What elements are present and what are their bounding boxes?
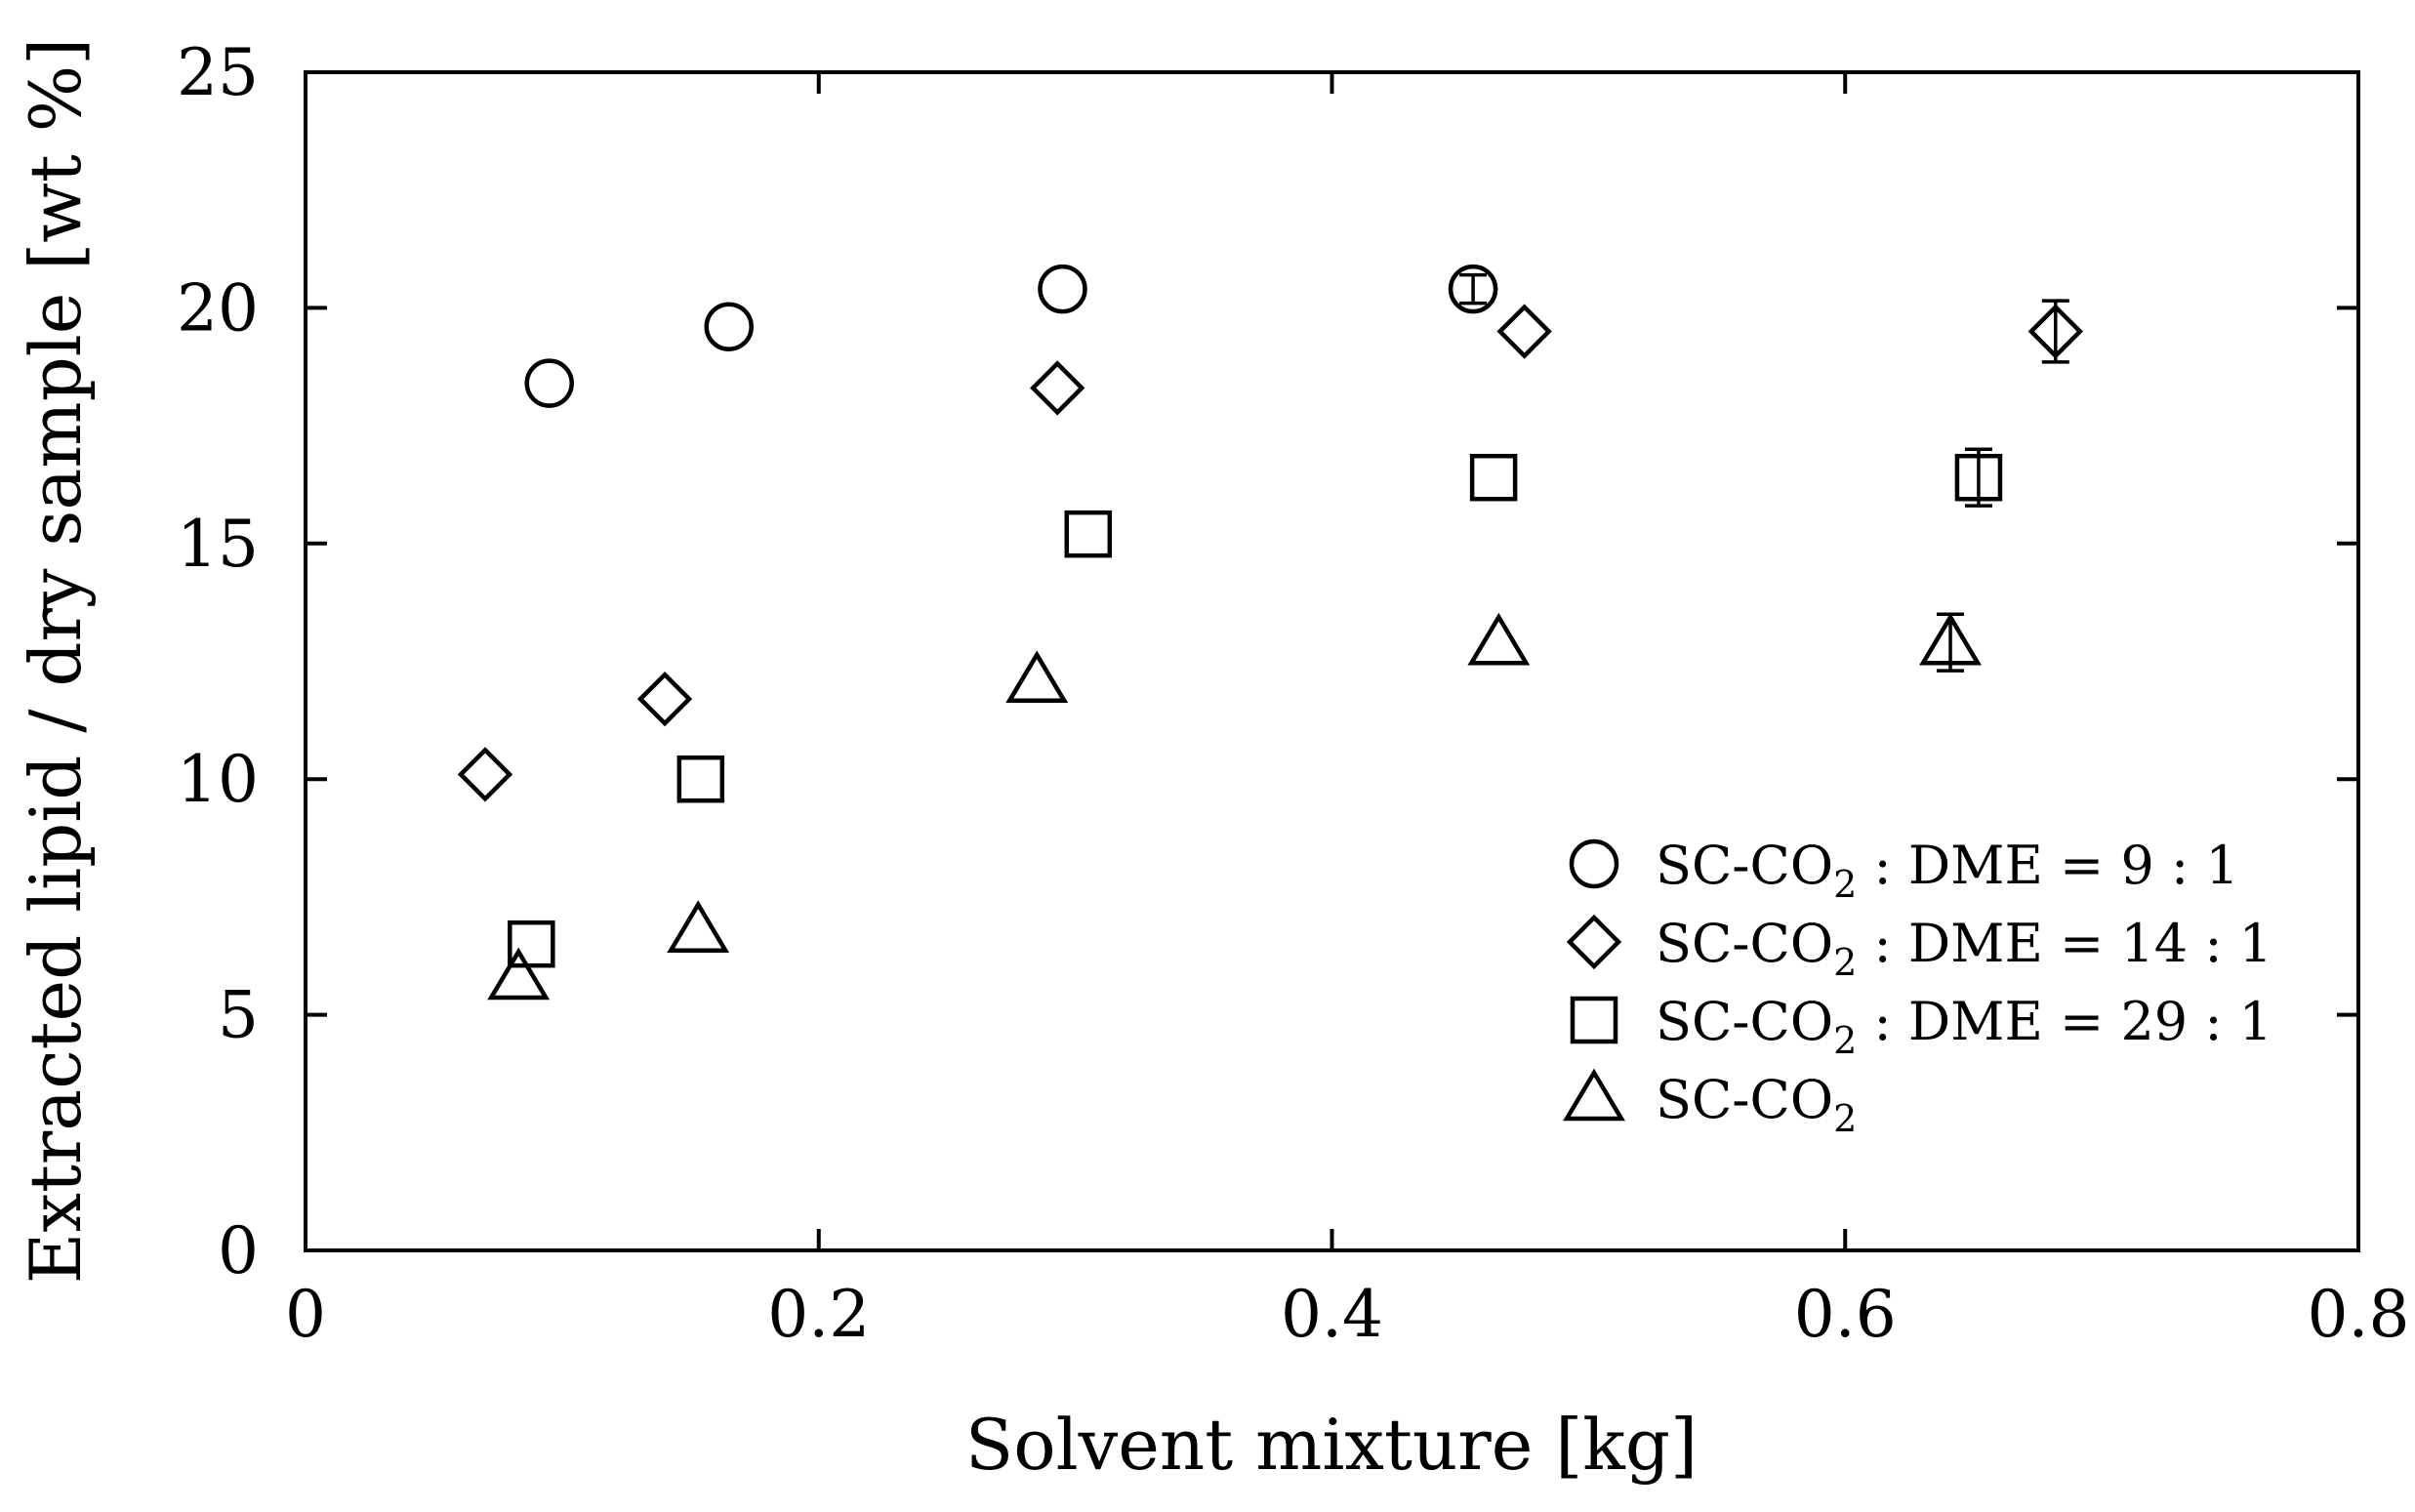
legend-label: SC-CO2 : DME = 14 : 1 bbox=[1656, 913, 2272, 984]
circle-point bbox=[1038, 264, 1087, 314]
legend-item: SC-CO2 bbox=[1563, 1068, 1857, 1140]
y-tick-label: 25 bbox=[177, 35, 259, 110]
circle-point bbox=[1448, 264, 1498, 314]
triangle-point bbox=[1467, 612, 1531, 666]
square-point bbox=[1469, 453, 1518, 502]
square-point bbox=[1954, 453, 2003, 502]
triangle-point bbox=[1005, 650, 1069, 704]
x-tick-label: 0.8 bbox=[2308, 1277, 2410, 1352]
y-tick-label: 15 bbox=[177, 507, 259, 582]
legend-label: SC-CO2 : DME = 29 : 1 bbox=[1656, 991, 2272, 1062]
y-tick-label: 5 bbox=[218, 978, 259, 1053]
square-point bbox=[676, 755, 725, 803]
x-tick-label: 0.4 bbox=[1281, 1277, 1383, 1352]
square-point bbox=[1064, 510, 1113, 558]
y-tick-label: 10 bbox=[177, 742, 259, 817]
legend-label: SC-CO2 bbox=[1656, 1069, 1857, 1140]
diamond-point bbox=[457, 747, 513, 802]
x-axis-label: Solvent mixture [kg] bbox=[965, 1404, 1698, 1486]
axis-tick-labels: 0 0.2 0.4 0.6 0.8 0 5 10 15 20 25 bbox=[177, 35, 2409, 1352]
y-tick-label: 20 bbox=[177, 270, 259, 346]
legend-square-icon bbox=[1570, 996, 1618, 1044]
series-triangle bbox=[487, 612, 1982, 1001]
diamond-point bbox=[1030, 360, 1085, 416]
legend-triangle-icon bbox=[1563, 1068, 1625, 1122]
diamond-point bbox=[636, 671, 693, 727]
y-tick-label: 0 bbox=[218, 1213, 259, 1288]
legend-circle-icon bbox=[1569, 838, 1619, 889]
legend-item: SC-CO2 : DME = 9 : 1 bbox=[1569, 835, 2239, 906]
diamond-point bbox=[1496, 304, 1552, 359]
legend-diamond-icon bbox=[1566, 914, 1622, 970]
plot-frame bbox=[304, 70, 2360, 1252]
x-tick-label: 0.6 bbox=[1794, 1277, 1897, 1352]
triangle-point bbox=[487, 947, 551, 1001]
triangle-point bbox=[1919, 612, 1982, 666]
series-circle bbox=[524, 264, 1498, 408]
circle-point bbox=[524, 358, 574, 408]
x-tick-label: 0.2 bbox=[767, 1277, 870, 1352]
legend: SC-CO2 : DME = 9 : 1SC-CO2 : DME = 14 : … bbox=[1563, 835, 2272, 1140]
square-point bbox=[508, 919, 555, 968]
series-diamond bbox=[457, 299, 2083, 802]
diamond-point bbox=[2027, 304, 2083, 359]
y-axis-label: Extracted lipid / dry sample [wt %] bbox=[15, 38, 97, 1284]
legend-item: SC-CO2 : DME = 29 : 1 bbox=[1570, 991, 2272, 1062]
circle-point bbox=[704, 302, 754, 351]
axis-ticks bbox=[304, 70, 2360, 1252]
triangle-point bbox=[667, 900, 730, 953]
data-markers bbox=[457, 264, 2083, 1001]
x-tick-label: 0 bbox=[285, 1277, 326, 1352]
legend-label: SC-CO2 : DME = 9 : 1 bbox=[1656, 835, 2239, 906]
series-square bbox=[508, 447, 2003, 968]
legend-item: SC-CO2 : DME = 14 : 1 bbox=[1566, 913, 2272, 984]
